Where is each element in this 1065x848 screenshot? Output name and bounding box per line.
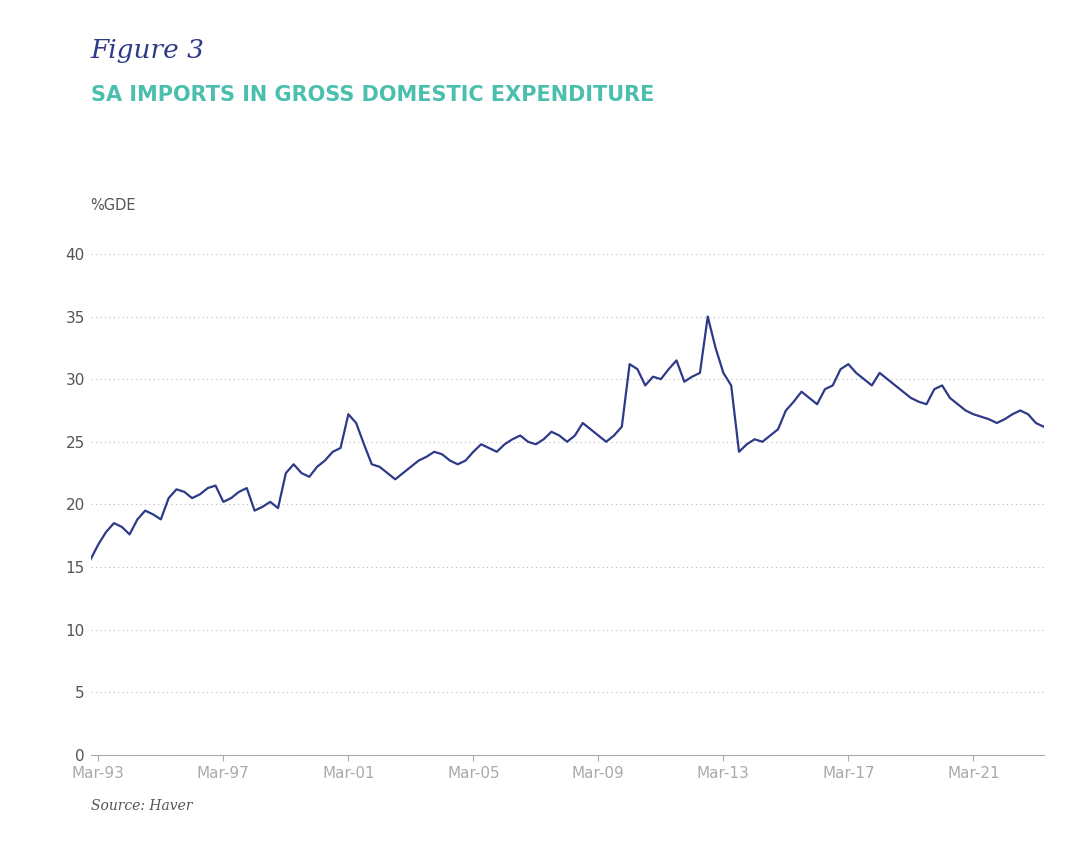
Text: Source: Haver: Source: Haver — [91, 799, 192, 813]
Text: Figure 3: Figure 3 — [91, 38, 204, 63]
Text: %GDE: %GDE — [91, 198, 136, 213]
Text: SA IMPORTS IN GROSS DOMESTIC EXPENDITURE: SA IMPORTS IN GROSS DOMESTIC EXPENDITURE — [91, 85, 654, 105]
